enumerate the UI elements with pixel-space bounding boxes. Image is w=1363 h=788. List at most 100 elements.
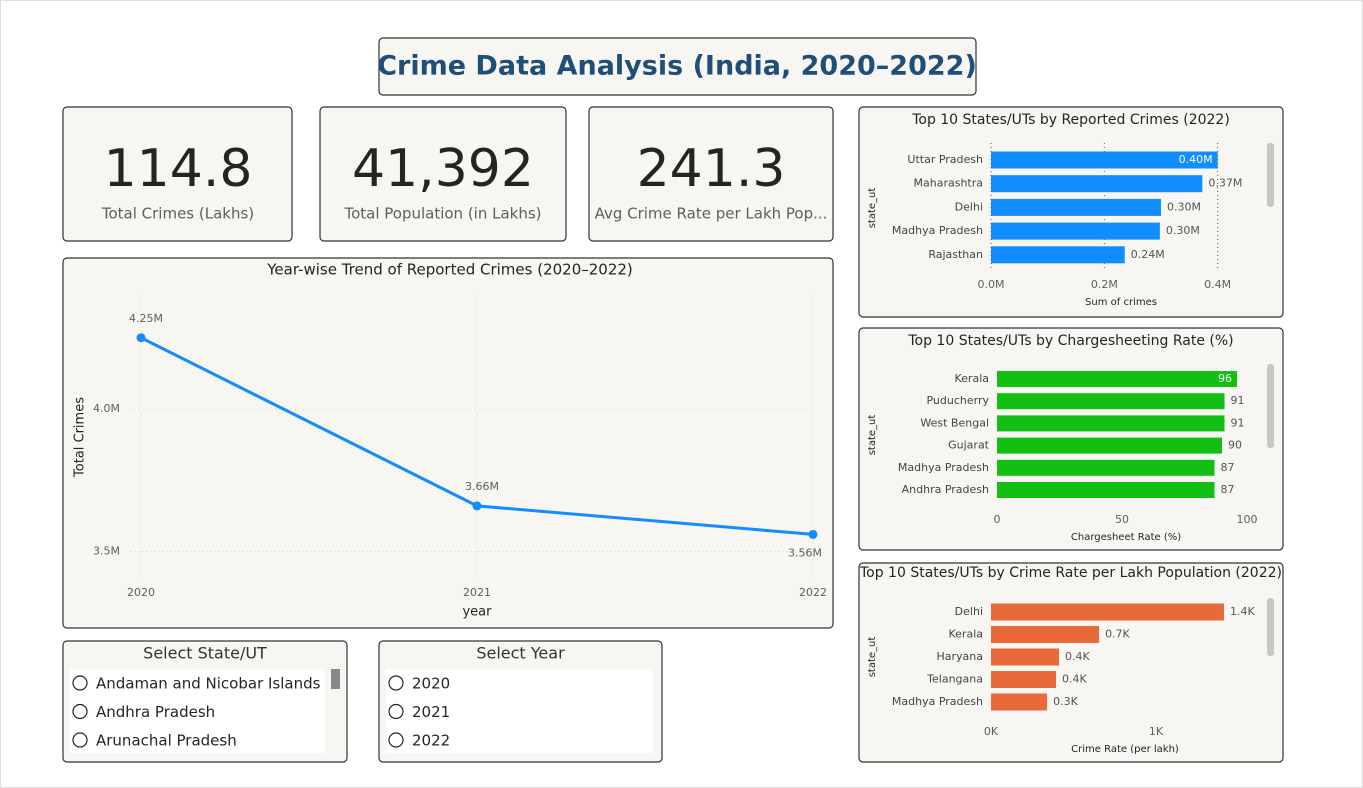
radio-button[interactable]: [72, 732, 88, 748]
radio-button[interactable]: [388, 732, 404, 748]
bar: [991, 693, 1048, 711]
bar: [991, 222, 1160, 240]
category-label: Delhi: [955, 200, 983, 213]
chart-title: Top 10 States/UTs by Chargesheeting Rate…: [907, 333, 1233, 349]
bar: [991, 246, 1125, 264]
page-title: Crime Data Analysis (India, 2020–2022): [377, 51, 977, 82]
y-axis-label: state_ut: [867, 637, 878, 678]
category-label: Delhi: [955, 605, 983, 618]
kpi-card: [319, 106, 567, 242]
x-tick-label: 100: [1237, 513, 1258, 526]
bar: [991, 603, 1224, 621]
point: [136, 333, 146, 343]
bar: [997, 415, 1225, 432]
slicer-option[interactable]: 2021: [412, 703, 450, 721]
chart-title: Top 10 States/UTs by Reported Crimes (20…: [911, 112, 1230, 128]
data-label: 0.30M: [1167, 200, 1201, 213]
data-label: 0.4K: [1065, 650, 1090, 663]
chart-title: Year-wise Trend of Reported Crimes (2020…: [266, 261, 633, 279]
x-axis-label: year: [462, 605, 492, 620]
x-tick-label: 2021: [463, 586, 491, 599]
category-label: Kerala: [955, 372, 990, 385]
category-label: Andhra Pradesh: [902, 483, 989, 496]
data-label: 3.66M: [465, 480, 499, 493]
kpi-value: 241.3: [637, 139, 786, 199]
x-tick-label: 1K: [1149, 725, 1164, 738]
bar: [997, 371, 1237, 387]
data-label: 0.24M: [1131, 248, 1165, 261]
slicer-title: Select Year: [476, 644, 565, 663]
category-label: Madhya Pradesh: [892, 695, 983, 708]
x-axis-label: Crime Rate (per lakh): [1071, 744, 1179, 755]
bar: [991, 151, 1218, 169]
bar: [991, 648, 1059, 666]
category-label: Puducherry: [926, 394, 989, 407]
kpi-card: [588, 106, 834, 242]
data-label: 0.3K: [1053, 695, 1078, 708]
category-label: Haryana: [937, 650, 984, 663]
title-box: [378, 37, 977, 96]
slicer-option[interactable]: 2022: [412, 732, 450, 750]
slicer-list: [70, 669, 325, 753]
y-axis-label: state_ut: [867, 415, 878, 456]
data-label: 1.4K: [1230, 605, 1255, 618]
slicer-list: [386, 669, 653, 753]
data-label: 0.7K: [1105, 628, 1130, 641]
point: [808, 529, 818, 539]
bar: [991, 175, 1203, 193]
bar: [991, 626, 1100, 643]
x-tick-label: 0K: [984, 725, 999, 738]
data-label: 91: [1231, 416, 1245, 429]
scrollbar[interactable]: [331, 669, 340, 689]
radio-button[interactable]: [388, 675, 404, 691]
x-tick-label: 0: [994, 513, 1001, 526]
bar: [997, 482, 1215, 498]
slicer-option[interactable]: Andhra Pradesh: [96, 703, 215, 721]
data-label: 3.56M: [788, 546, 822, 559]
bar: [997, 459, 1215, 476]
radio-button[interactable]: [72, 703, 88, 720]
x-tick-label: 0.2M: [1091, 278, 1118, 291]
kpi-label: Avg Crime Rate per Lakh Pop...: [595, 205, 828, 223]
point: [472, 501, 482, 511]
slicer-title: Select State/UT: [143, 644, 267, 663]
data-label: 91: [1231, 394, 1245, 407]
data-label: 87: [1221, 483, 1235, 496]
radio-button[interactable]: [72, 675, 88, 691]
category-label: Uttar Pradesh: [907, 153, 983, 166]
kpi-card: [62, 106, 293, 242]
slicer-option[interactable]: Andaman and Nicobar Islands: [96, 675, 321, 693]
category-label: West Bengal: [920, 416, 989, 429]
y-axis-label: state_ut: [867, 188, 878, 229]
scrollbar[interactable]: [1267, 364, 1274, 448]
kpi-value: 41,392: [352, 139, 534, 199]
category-label: Madhya Pradesh: [898, 461, 989, 474]
chart-panel: [62, 257, 834, 629]
slicer-option[interactable]: Arunachal Pradesh: [96, 732, 237, 750]
category-label: Rajasthan: [928, 248, 983, 261]
scrollbar[interactable]: [1267, 143, 1274, 207]
bar: [997, 393, 1225, 410]
kpi-value: 114.8: [104, 139, 253, 199]
y-axis-label: Total Crimes: [73, 397, 88, 478]
x-tick-label: 0.0M: [978, 278, 1005, 291]
x-axis-label: Sum of crimes: [1085, 297, 1157, 308]
data-label: 96: [1218, 372, 1232, 385]
chart-title: Top 10 States/UTs by Crime Rate per Lakh…: [859, 565, 1282, 581]
x-tick-label: 2022: [799, 586, 827, 599]
kpi-label: Total Population (in Lakhs): [343, 205, 541, 223]
scrollbar[interactable]: [1267, 598, 1274, 656]
category-label: Madhya Pradesh: [892, 224, 983, 237]
category-label: Kerala: [949, 628, 984, 641]
data-label: 0.4K: [1062, 673, 1087, 686]
kpi-label: Total Crimes (Lakhs): [101, 205, 254, 223]
radio-button[interactable]: [388, 703, 404, 720]
slicer-option[interactable]: 2020: [412, 675, 450, 693]
data-label: 4.25M: [129, 312, 163, 325]
data-label: 0.30M: [1166, 224, 1200, 237]
category-label: Maharashtra: [914, 177, 984, 190]
category-label: Telangana: [926, 673, 983, 686]
y-tick-label: 4.0M: [93, 402, 120, 415]
data-label: 0.40M: [1179, 153, 1213, 166]
